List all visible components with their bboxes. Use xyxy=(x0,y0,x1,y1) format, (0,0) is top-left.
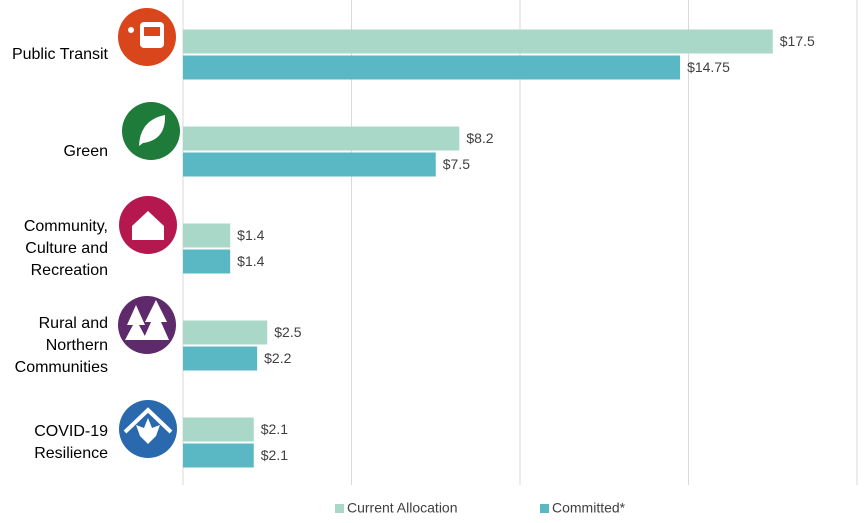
icon-shape xyxy=(123,407,173,434)
icon-shape xyxy=(132,211,164,240)
bar xyxy=(183,320,268,345)
category-label: Green xyxy=(63,142,108,160)
bar xyxy=(183,29,773,54)
bar xyxy=(183,249,231,274)
value-label: $14.75 xyxy=(687,59,730,75)
value-label: $1.4 xyxy=(237,227,264,243)
value-label: $1.4 xyxy=(237,253,264,269)
icon-shape xyxy=(125,300,169,340)
value-label: $2.1 xyxy=(261,421,288,437)
icons xyxy=(118,8,180,458)
value-label: $2.1 xyxy=(261,447,288,463)
category-label: Community, Culture and Recreation xyxy=(23,217,108,279)
icon-shape xyxy=(128,27,134,33)
icon-shape xyxy=(136,418,160,444)
icon-shape xyxy=(139,115,166,146)
legend-swatch xyxy=(540,504,549,513)
bar xyxy=(183,223,231,248)
legend-label: Committed* xyxy=(552,500,626,516)
category-label: COVID-19 Resilience xyxy=(34,422,108,462)
value-label: $7.5 xyxy=(443,156,470,172)
value-label: $2.2 xyxy=(264,350,291,366)
value-label: $17.5 xyxy=(780,33,815,49)
bar xyxy=(183,417,254,442)
bar xyxy=(183,346,258,371)
bar xyxy=(183,126,460,151)
category-label: Rural and Northern Communities xyxy=(14,314,108,376)
value-label: $8.2 xyxy=(466,130,493,146)
category-label: Public Transit xyxy=(11,45,108,63)
legend-label: Current Allocation xyxy=(347,500,458,516)
value-label: $2.5 xyxy=(274,324,301,340)
bar xyxy=(183,152,436,177)
bar xyxy=(183,55,681,80)
icon-rural xyxy=(118,296,176,354)
icon-shape xyxy=(144,27,160,36)
legend-swatch xyxy=(335,504,344,513)
bar xyxy=(183,443,254,468)
